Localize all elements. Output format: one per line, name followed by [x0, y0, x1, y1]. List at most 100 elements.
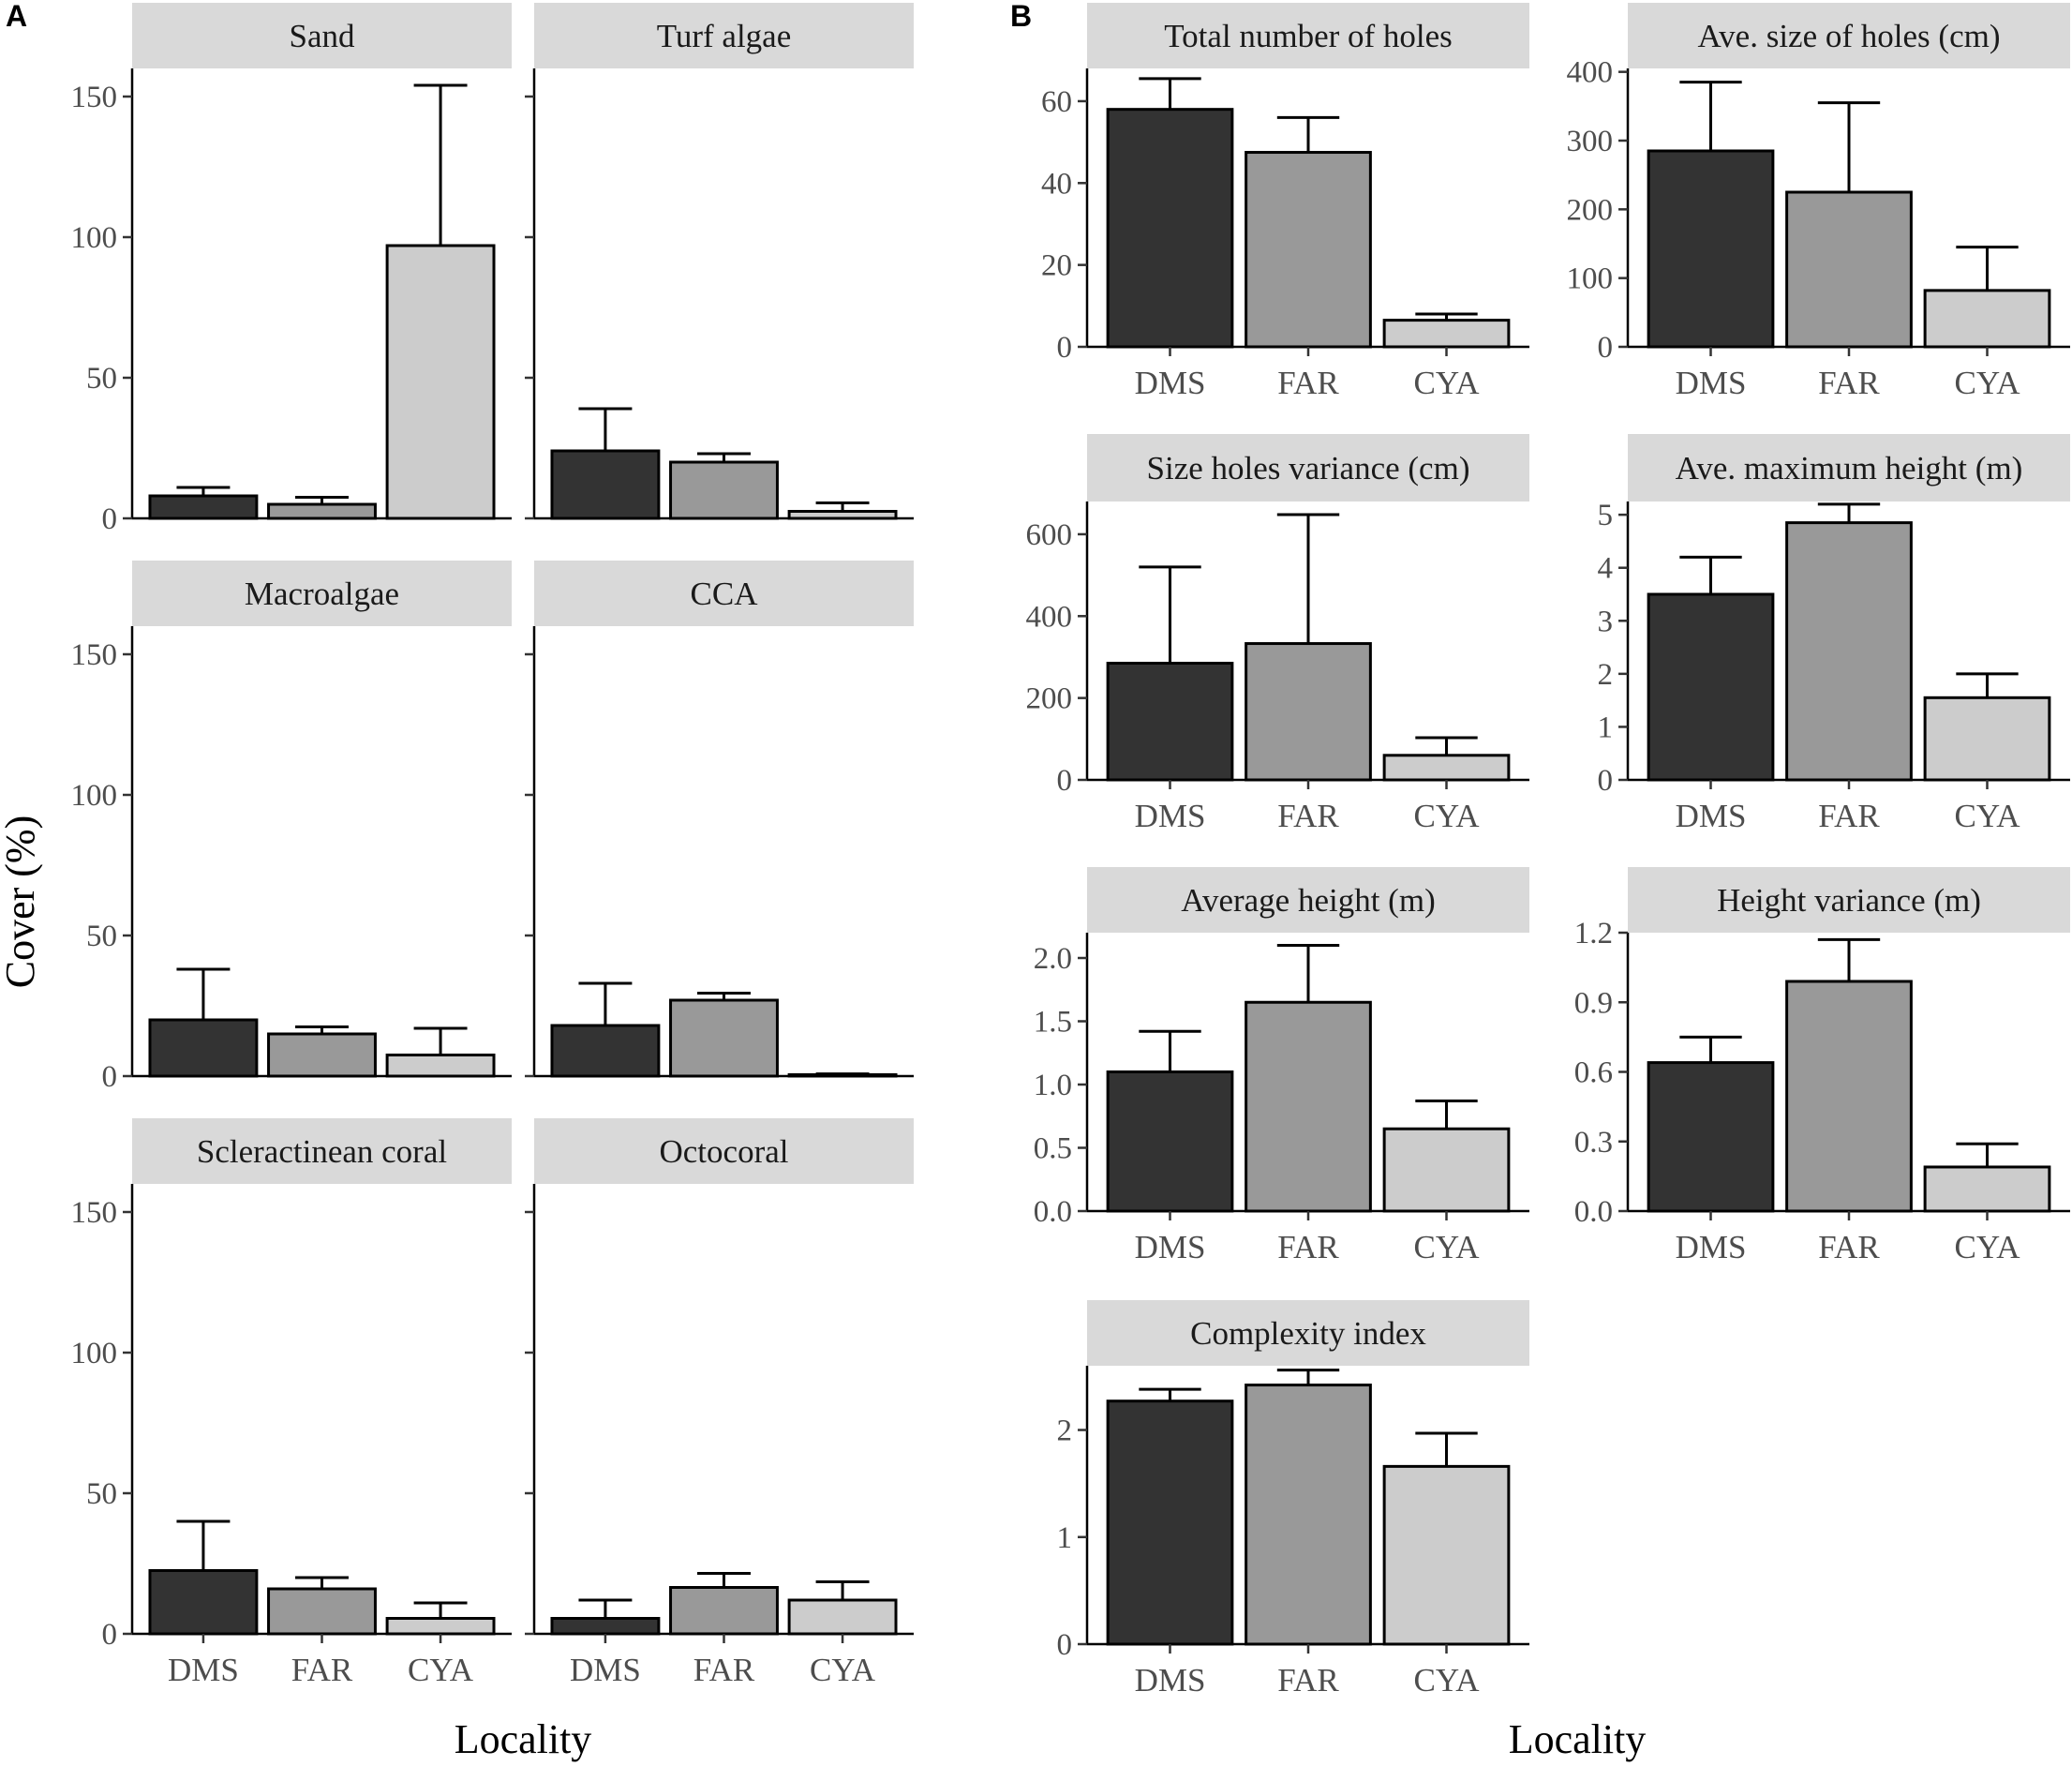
x-tick-label-far: FAR [1818, 1229, 1880, 1265]
y-tick-label: 200 [1026, 682, 1073, 716]
y-tick-label: 0 [1057, 331, 1073, 365]
y-tick-label: 20 [1041, 249, 1072, 283]
panel-ave-size-of-holes-cm: Ave. size of holes (cm) 0 100 200 300 400 DMS F… [1567, 3, 2070, 401]
y-tick-label: 1.5 [1034, 1006, 1072, 1040]
x-tick-label-far: FAR [1277, 798, 1339, 834]
y-tick-label: 150 [71, 1196, 118, 1230]
y-tick-label: 1.2 [1574, 917, 1613, 950]
y-axis-title-cover: Cover (%) [0, 816, 43, 989]
x-tick-label-cya: CYA [1413, 1662, 1480, 1699]
bar-dms [148, 1018, 259, 1078]
panel-total-number-of-holes: Total number of holes 0 20 40 60 DMS FAR CYA [1041, 3, 1529, 401]
y-tick-label: 100 [71, 779, 118, 813]
x-tick-label-far: FAR [1277, 1662, 1339, 1699]
bar-cya [1382, 1127, 1511, 1213]
strip-title: Average height (m) [1181, 882, 1435, 919]
bar-cya [1382, 754, 1511, 782]
y-tick-label: 0.0 [1034, 1195, 1072, 1229]
strip-average-height-m [1087, 867, 1529, 933]
y-tick-label: 150 [71, 81, 118, 114]
x-tick-label-far: FAR [693, 1652, 755, 1688]
bar-cya [787, 510, 898, 520]
panel-letter-b: B [1010, 0, 1032, 33]
bar-dms [1106, 108, 1234, 349]
y-tick-label: 50 [86, 920, 117, 953]
y-tick-label: 1.0 [1034, 1069, 1072, 1102]
strip-octocoral [534, 1118, 914, 1184]
panel-sand: Sand 0 50 100 150 [71, 3, 512, 536]
strip-turf-algae [534, 3, 914, 68]
bar-far [669, 460, 779, 520]
x-tick-label-cya: CYA [810, 1652, 876, 1688]
x-tick-label-far: FAR [1818, 365, 1880, 401]
x-tick-label-dms: DMS [1676, 1229, 1747, 1265]
y-tick-label: 5 [1598, 499, 1614, 532]
y-tick-label: 1 [1598, 711, 1614, 744]
y-tick-label: 0 [102, 1618, 118, 1652]
bar-dms [550, 449, 661, 520]
panel-size-holes-variance-cm: Size holes variance (cm) 0 200 400 600 DMS FAR… [1026, 434, 1529, 834]
y-tick-label: 50 [86, 362, 117, 396]
panel-complexity-index: Complexity index 0 1 2 DMS FAR CYA [1057, 1300, 1529, 1699]
y-tick-label: 0 [102, 502, 118, 536]
x-tick-label-dms: DMS [1135, 1662, 1206, 1699]
strip-size-holes-variance-cm [1087, 434, 1529, 501]
panel-cca: CCA [525, 561, 914, 1078]
panel-letter-a: A [6, 0, 27, 33]
x-tick-label-dms: DMS [1676, 365, 1747, 401]
bar-far [1245, 642, 1372, 782]
y-tick-label: 50 [86, 1477, 117, 1511]
bar-far [669, 998, 779, 1078]
bar-far [1785, 521, 1913, 782]
x-axis-title-locality-a: Locality [455, 1716, 592, 1762]
bar-far [1245, 1384, 1372, 1646]
y-tick-label: 0.6 [1574, 1056, 1613, 1090]
x-tick-label-cya: CYA [1413, 365, 1480, 401]
y-tick-label: 100 [71, 221, 118, 255]
panel-macroalgae: Macroalgae 0 50 100 150 [71, 561, 512, 1094]
x-tick-label-cya: CYA [1954, 365, 2020, 401]
y-tick-label: 0.9 [1574, 986, 1613, 1020]
bar-cya [385, 244, 496, 520]
x-tick-label-dms: DMS [1676, 798, 1747, 834]
strip-title: CCA [691, 576, 759, 612]
y-tick-label: 100 [1567, 262, 1614, 296]
bar-cya [1923, 289, 2051, 349]
y-tick-label: 0 [1598, 331, 1614, 365]
bar-far [1245, 1000, 1372, 1213]
bar-cya [787, 1598, 898, 1636]
y-tick-label: 3 [1598, 605, 1614, 638]
y-tick-label: 0.5 [1034, 1132, 1072, 1166]
bar-far [1245, 151, 1372, 349]
strip-title: Height variance (m) [1717, 882, 1981, 919]
bar-cya [787, 1073, 898, 1078]
bar-dms [550, 1617, 661, 1636]
y-tick-label: 0 [1598, 764, 1614, 798]
panel-height-variance-m: Height variance (m) 0.0 0.3 0.6 0.9 1.2 DMS FAR… [1574, 867, 2070, 1265]
bar-cya [1382, 319, 1511, 349]
y-tick-label: 2.0 [1034, 942, 1072, 976]
bar-far [669, 1586, 779, 1636]
x-tick-label-dms: DMS [1135, 365, 1206, 401]
strip-macroalgae [132, 561, 512, 626]
strip-title: Sand [290, 18, 356, 54]
x-tick-label-far: FAR [1277, 1229, 1339, 1265]
strip-title: Complexity index [1190, 1315, 1426, 1352]
bar-dms [550, 1024, 661, 1078]
panel-turf-algae: Turf algae [525, 3, 914, 520]
y-tick-label: 60 [1041, 85, 1072, 119]
x-tick-label-dms: DMS [570, 1652, 641, 1688]
bar-far [267, 1587, 377, 1636]
strip-sand [132, 3, 512, 68]
x-axis-title-locality-b: Locality [1509, 1716, 1647, 1762]
y-tick-label: 0.3 [1574, 1126, 1613, 1160]
y-tick-label: 600 [1026, 518, 1073, 552]
panel-average-height-m: Average height (m) 0.0 0.5 1.0 1.5 2.0 DMS FAR C… [1034, 867, 1529, 1265]
bar-far [1785, 980, 1913, 1213]
bar-far [1785, 190, 1913, 349]
y-tick-label: 2 [1598, 658, 1614, 692]
y-tick-label: 0.0 [1574, 1195, 1613, 1229]
strip-total-number-of-holes [1087, 3, 1529, 68]
